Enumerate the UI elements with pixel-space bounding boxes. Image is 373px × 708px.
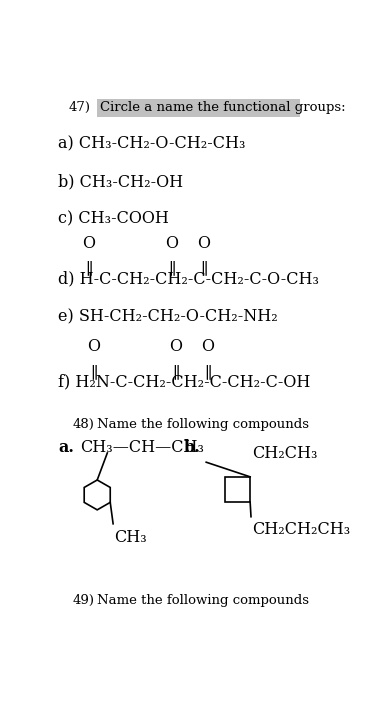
Text: ∥: ∥ bbox=[200, 261, 207, 278]
Text: a) CH₃-CH₂-O-CH₂-CH₃: a) CH₃-CH₂-O-CH₂-CH₃ bbox=[58, 135, 246, 152]
Text: b) CH₃-CH₂-OH: b) CH₃-CH₂-OH bbox=[58, 173, 183, 190]
Text: a.: a. bbox=[58, 439, 74, 456]
Text: ∥: ∥ bbox=[172, 364, 179, 381]
Text: O: O bbox=[169, 338, 182, 355]
Text: ∥: ∥ bbox=[85, 261, 93, 278]
Text: O: O bbox=[201, 338, 214, 355]
Text: 49): 49) bbox=[73, 593, 95, 607]
Text: 48): 48) bbox=[73, 418, 94, 430]
Text: 47): 47) bbox=[68, 101, 90, 115]
Text: ∥: ∥ bbox=[168, 261, 175, 278]
Text: ∥: ∥ bbox=[204, 364, 211, 381]
Text: CH₃: CH₃ bbox=[115, 530, 147, 547]
Text: O: O bbox=[82, 235, 95, 252]
Text: CH₂CH₃: CH₂CH₃ bbox=[253, 445, 318, 462]
Text: CH₂CH₂CH₃: CH₂CH₂CH₃ bbox=[253, 521, 351, 538]
Text: f) H₂N-C-CH₂-CH₂-C-CH₂-C-OH: f) H₂N-C-CH₂-CH₂-C-CH₂-C-OH bbox=[58, 374, 311, 391]
Text: O: O bbox=[87, 338, 100, 355]
Text: Name the following compounds: Name the following compounds bbox=[97, 593, 309, 607]
Text: Circle a name the functional groups:: Circle a name the functional groups: bbox=[100, 101, 346, 115]
Text: CH₃—CH—CH₃: CH₃—CH—CH₃ bbox=[80, 439, 204, 456]
Text: e) SH-CH₂-CH₂-O-CH₂-NH₂: e) SH-CH₂-CH₂-O-CH₂-NH₂ bbox=[58, 308, 278, 325]
FancyBboxPatch shape bbox=[97, 99, 300, 117]
Text: Name the following compounds: Name the following compounds bbox=[97, 418, 309, 430]
Text: b.: b. bbox=[184, 439, 201, 456]
Text: ∥: ∥ bbox=[90, 364, 97, 381]
Text: O: O bbox=[197, 235, 210, 252]
Text: d) H-C-CH₂-CH₂-C-CH₂-C-O-CH₃: d) H-C-CH₂-CH₂-C-CH₂-C-O-CH₃ bbox=[58, 270, 319, 287]
Text: O: O bbox=[165, 235, 178, 252]
Text: c) CH₃-COOH: c) CH₃-COOH bbox=[58, 210, 169, 227]
